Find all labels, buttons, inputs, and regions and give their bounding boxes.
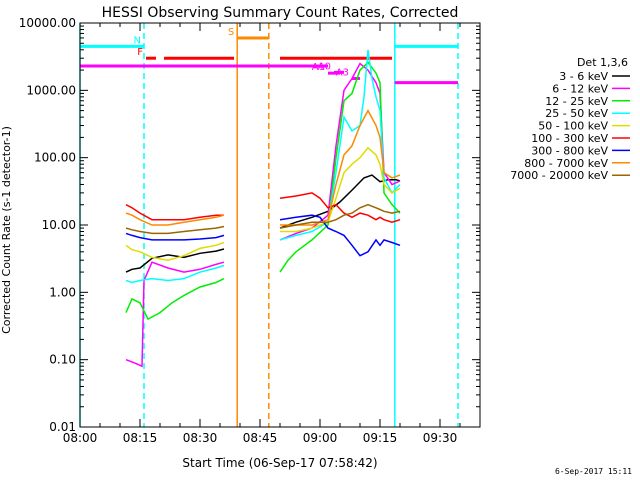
legend-label: 300 - 800 keV <box>531 144 608 157</box>
legend-title: Det 1,3,6 <box>577 56 628 69</box>
series-line <box>125 261 225 368</box>
series-7000-20000-kev <box>125 203 401 235</box>
legend-label: 7000 - 20000 keV <box>510 169 608 182</box>
series-line <box>279 192 401 223</box>
series-6-12-kev <box>125 62 401 368</box>
series-3-6-kev <box>125 174 401 273</box>
series-line <box>125 277 225 321</box>
x-tick-label: 09:00 <box>303 431 338 445</box>
series-line <box>125 204 224 221</box>
series-25-50-kev <box>125 49 401 284</box>
series-line <box>280 146 401 233</box>
legend-label: 25 - 50 keV <box>545 107 608 120</box>
legend-label: 3 - 6 keV <box>559 70 608 83</box>
y-tick-label: 0.01 <box>49 420 76 434</box>
series-300-800-kev <box>125 214 401 257</box>
legend-label: 12 - 25 keV <box>545 95 608 108</box>
series-100-300-kev <box>125 192 401 223</box>
flag-label: A0 <box>318 61 331 72</box>
legend-label: 800 - 7000 keV <box>524 157 608 170</box>
flag-label: A1 <box>312 62 325 73</box>
y-tick-label: 100.00 <box>34 151 76 165</box>
series-line <box>125 241 225 261</box>
series-line <box>279 203 401 229</box>
x-axis-label: Start Time (06-Sep-17 07:58:42) <box>182 456 377 470</box>
y-axis-label: Corrected Count Rate (s-1 detector-1) <box>0 126 13 334</box>
chart-title: HESSI Observing Summary Count Rates, Cor… <box>102 5 459 21</box>
series-line <box>125 248 225 273</box>
flag-label: A3 <box>336 67 349 78</box>
axes: 08:00 08:15 08:30 08:45 09:00 09:15 09:30 0.01 0… <box>19 16 481 445</box>
series-line <box>125 232 225 241</box>
series-line <box>125 225 225 235</box>
x-tick-label: 08:30 <box>183 431 218 445</box>
legend-label: 100 - 300 keV <box>531 132 608 145</box>
x-tick-label: 08:00 <box>63 431 98 445</box>
y-tick-label: 1.00 <box>49 285 76 299</box>
x-tick-label: 08:45 <box>243 431 278 445</box>
x-tick-label: 08:15 <box>123 431 158 445</box>
legend-label: 50 - 100 keV <box>538 120 608 133</box>
series-50-100-kev <box>125 146 401 261</box>
series-line <box>279 49 401 241</box>
series-line <box>279 214 401 257</box>
series-line <box>125 212 225 226</box>
flag-label: S <box>228 27 234 38</box>
legend-label: 6 - 12 keV <box>552 82 608 95</box>
flag-label: N <box>134 35 141 46</box>
flag-label: F <box>137 47 143 58</box>
timestamp: 6-Sep-2017 15:11 <box>554 467 632 476</box>
y-tick-label: 10000.00 <box>19 16 76 30</box>
y-tick-label: 1000.00 <box>26 83 76 97</box>
series-line <box>125 264 225 284</box>
y-tick-label: 0.10 <box>49 353 76 367</box>
x-tick-label: 09:15 <box>363 431 398 445</box>
series-group <box>125 49 401 368</box>
y-tick-label: 10.00 <box>42 218 76 232</box>
series-line <box>280 109 401 226</box>
x-tick-label: 09:30 <box>423 431 458 445</box>
series-800-7000-kev <box>125 109 401 226</box>
